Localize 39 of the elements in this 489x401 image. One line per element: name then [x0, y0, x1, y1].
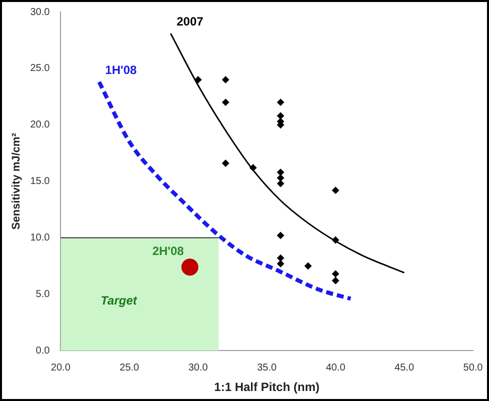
x-tick-label: 50.0	[463, 362, 484, 374]
x-tick-label: 45.0	[394, 362, 414, 374]
y-tick-label: 15.0	[30, 176, 50, 188]
point	[332, 186, 340, 194]
annotation: Target	[100, 294, 138, 308]
x-tick-label: 25.0	[120, 362, 140, 374]
point	[332, 270, 340, 278]
point	[277, 112, 284, 120]
point	[332, 277, 340, 284]
x-tick-label: 20.0	[50, 362, 71, 374]
point	[222, 76, 230, 84]
point	[277, 174, 284, 182]
point	[277, 254, 284, 262]
point	[277, 98, 284, 106]
y-tick-label: 25.0	[30, 63, 50, 74]
x-tick-label: 30.0	[188, 362, 208, 374]
point	[222, 98, 230, 106]
y-tick-label: 0.0	[36, 345, 50, 356]
point	[194, 76, 202, 84]
x-tick-label: 40.0	[326, 362, 346, 374]
y-tick-label: 10.0	[30, 232, 50, 244]
x-axis-title: 1:1 Half Pitch (nm)	[214, 380, 320, 394]
point	[332, 236, 340, 244]
series-label: 2007	[176, 14, 204, 28]
point	[250, 164, 257, 172]
y-axis-title: Sensitivity mJ/cm²	[10, 132, 23, 230]
point	[304, 262, 312, 270]
series-label: 1H'08	[105, 62, 138, 77]
point	[277, 260, 284, 268]
y-tick-label: 5.0	[36, 288, 50, 300]
series-label: 2H'08	[152, 244, 184, 258]
point	[181, 258, 198, 276]
point	[277, 180, 284, 188]
y-tick-label: 30.0	[30, 6, 50, 18]
point	[277, 168, 284, 176]
point	[222, 160, 230, 167]
point	[277, 232, 284, 239]
y-tick-label: 20.0	[30, 120, 50, 131]
x-tick-label: 35.0	[257, 362, 277, 374]
